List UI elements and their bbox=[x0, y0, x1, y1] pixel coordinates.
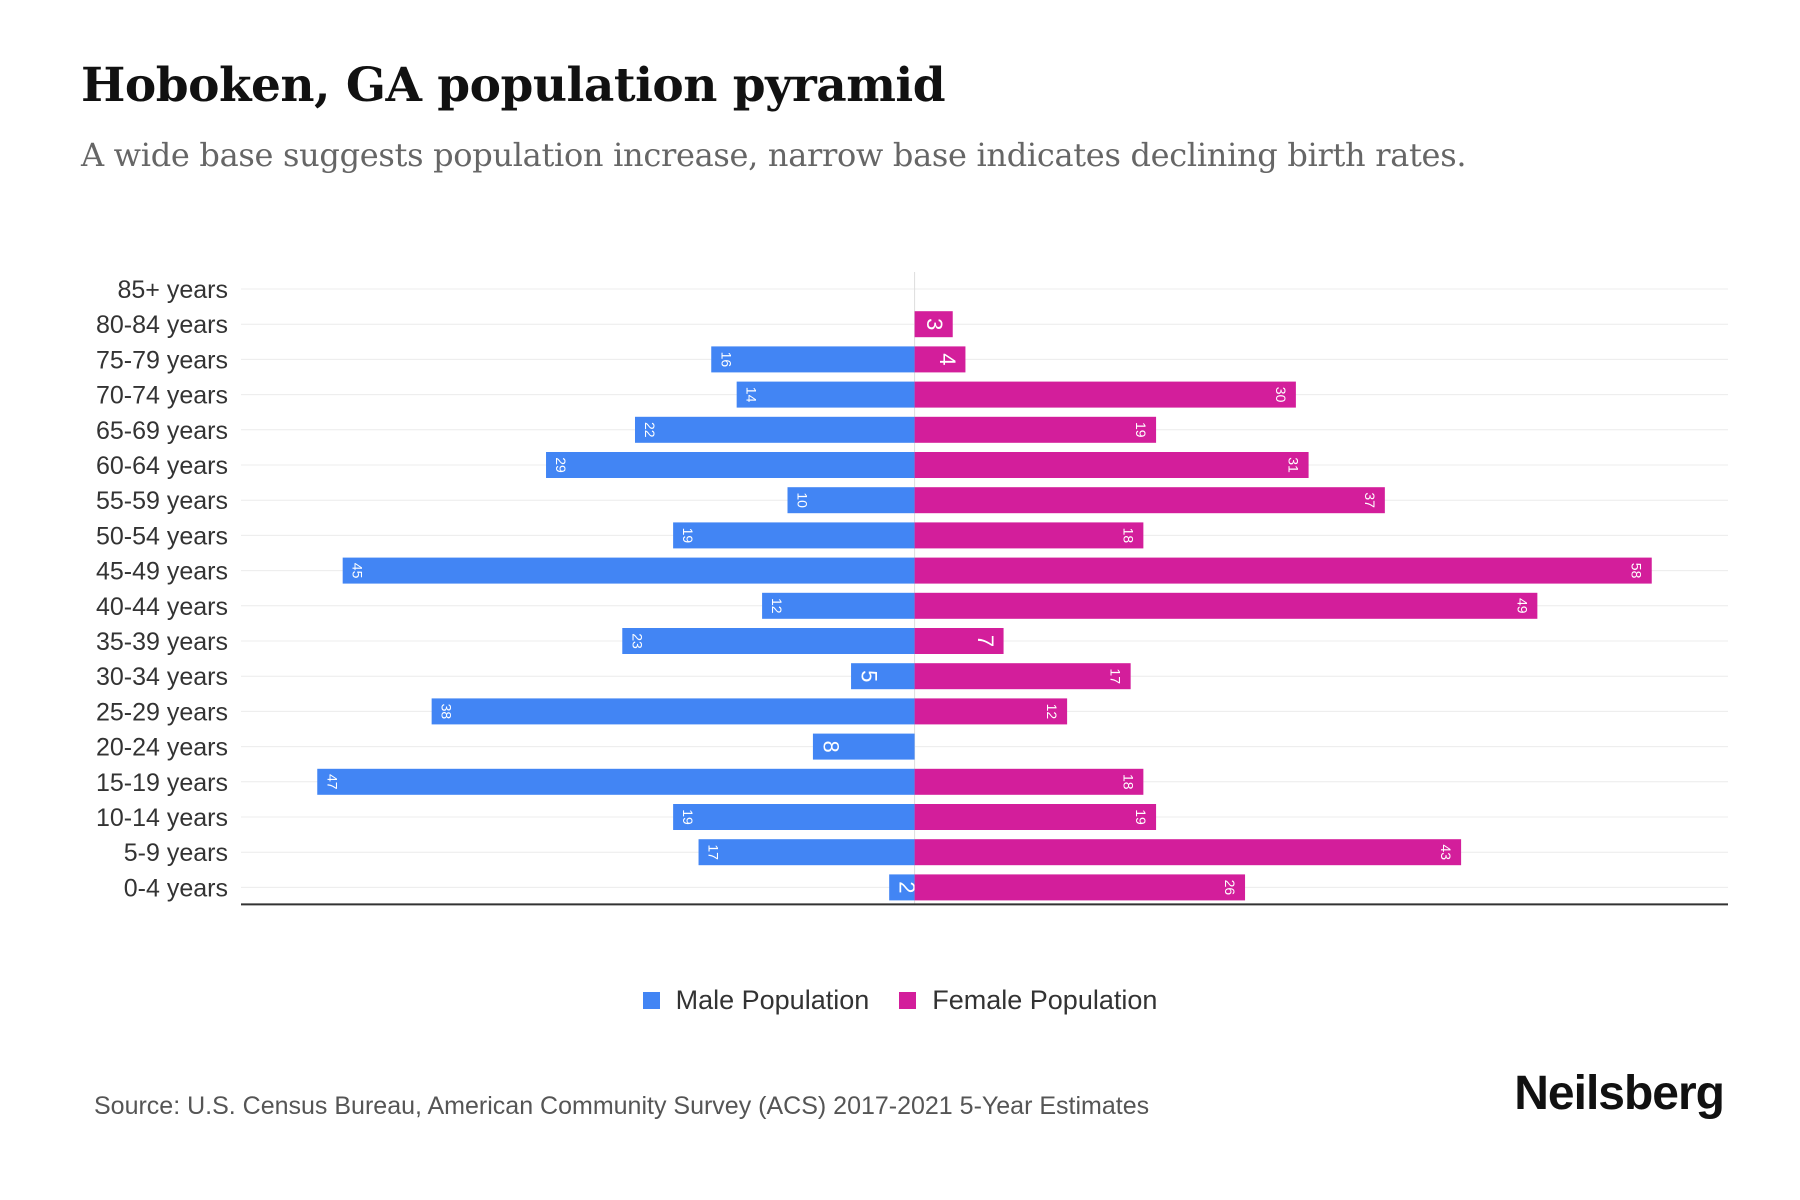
value-label-male: 5 bbox=[857, 670, 882, 682]
legend-item-male[interactable]: Male Population bbox=[642, 985, 870, 1016]
bar-male bbox=[634, 416, 915, 443]
value-label-female: 58 bbox=[1629, 563, 1645, 579]
value-label-female: 19 bbox=[1133, 809, 1149, 825]
bar-male bbox=[342, 557, 915, 584]
value-label-female: 12 bbox=[1044, 704, 1060, 720]
category-label: 45-49 years bbox=[96, 558, 228, 586]
value-label-female: 19 bbox=[1133, 422, 1149, 438]
category-label: 70-74 years bbox=[96, 382, 228, 410]
bar-male bbox=[736, 381, 915, 408]
population-pyramid-chart: 85+ years 80-84 years 75-79 years 70-74 yea… bbox=[96, 272, 1728, 906]
bar-female bbox=[914, 416, 1157, 443]
value-label-female: 18 bbox=[1120, 528, 1136, 544]
category-label: 75-79 years bbox=[96, 346, 228, 374]
brand-logo: Neilsberg bbox=[1514, 1067, 1725, 1120]
source-note: Source: U.S. Census Bureau, American Com… bbox=[94, 1092, 1150, 1120]
category-label: 60-64 years bbox=[96, 452, 228, 480]
category-label: 85+ years bbox=[118, 276, 229, 304]
value-label-male: 2 bbox=[895, 881, 920, 893]
category-label: 0-4 years bbox=[124, 874, 228, 902]
value-label-female: 3 bbox=[922, 318, 947, 330]
bar-female bbox=[914, 663, 1131, 690]
category-label: 30-34 years bbox=[96, 663, 228, 691]
bar-female bbox=[914, 557, 1652, 584]
value-label-female: 31 bbox=[1286, 457, 1302, 473]
value-label-female: 7 bbox=[973, 635, 998, 647]
value-label-male: 8 bbox=[818, 740, 843, 752]
bar-male bbox=[812, 733, 915, 760]
bar-female bbox=[914, 804, 1157, 830]
value-label-male: 17 bbox=[706, 844, 722, 860]
value-label-female: 4 bbox=[935, 353, 960, 365]
category-label: 40-44 years bbox=[96, 593, 228, 621]
bar-female bbox=[914, 768, 1144, 795]
value-label-female: 49 bbox=[1514, 598, 1530, 614]
category-label: 15-19 years bbox=[96, 769, 228, 797]
legend-swatch-male bbox=[642, 992, 660, 1009]
bar-male bbox=[851, 663, 915, 690]
value-label-male: 12 bbox=[769, 598, 785, 614]
category-label: 50-54 years bbox=[96, 522, 228, 550]
value-label-male: 47 bbox=[324, 774, 340, 790]
value-label-male: 14 bbox=[744, 387, 760, 403]
bar-male bbox=[711, 346, 915, 373]
value-label-female: 18 bbox=[1120, 774, 1136, 790]
bar-male bbox=[698, 839, 915, 866]
value-label-female: 17 bbox=[1108, 668, 1124, 684]
value-label-male: 19 bbox=[680, 528, 696, 544]
value-label-female: 30 bbox=[1273, 387, 1289, 403]
bar-female bbox=[914, 628, 1004, 654]
bar-female bbox=[914, 839, 1462, 866]
bar-female bbox=[914, 592, 1538, 619]
bar-female bbox=[914, 381, 1296, 408]
legend-label-female: Female Population bbox=[932, 985, 1158, 1015]
value-label-male: 45 bbox=[350, 563, 366, 579]
category-label: 80-84 years bbox=[96, 311, 228, 339]
chart-title: Hoboken, GA population pyramid bbox=[81, 58, 946, 113]
bar-female bbox=[914, 522, 1144, 549]
legend-swatch-female bbox=[899, 992, 917, 1009]
value-label-male: 22 bbox=[642, 422, 658, 438]
category-label: 35-39 years bbox=[96, 628, 228, 656]
bar-male bbox=[622, 628, 915, 654]
category-label: 25-29 years bbox=[96, 698, 228, 726]
category-label: 55-59 years bbox=[96, 487, 228, 515]
legend-item-female[interactable]: Female Population bbox=[899, 985, 1157, 1016]
bar-female bbox=[914, 487, 1385, 514]
category-label: 20-24 years bbox=[96, 734, 228, 762]
category-label: 5-9 years bbox=[124, 839, 228, 867]
value-label-male: 29 bbox=[553, 457, 569, 473]
value-label-male: 19 bbox=[680, 809, 696, 825]
value-label-female: 26 bbox=[1222, 880, 1238, 896]
chart-subtitle: A wide base suggests population increase… bbox=[81, 136, 1467, 174]
bar-male bbox=[673, 804, 915, 830]
bar-male bbox=[762, 592, 915, 619]
bar-male bbox=[317, 768, 915, 795]
category-label: 65-69 years bbox=[96, 417, 228, 445]
bar-female bbox=[914, 346, 966, 373]
value-label-male: 10 bbox=[795, 492, 811, 508]
bar-male bbox=[889, 874, 915, 901]
bar-male bbox=[431, 698, 915, 725]
bar-female bbox=[914, 311, 953, 338]
category-label: 10-14 years bbox=[96, 804, 228, 832]
value-label-male: 16 bbox=[718, 352, 734, 368]
bar-male bbox=[673, 522, 915, 549]
value-label-female: 43 bbox=[1438, 844, 1454, 860]
bar-female bbox=[914, 698, 1068, 725]
value-label-female: 37 bbox=[1362, 492, 1378, 508]
bar-female bbox=[914, 452, 1309, 478]
value-label-male: 38 bbox=[439, 704, 455, 720]
bar-male bbox=[546, 452, 915, 478]
value-label-male: 23 bbox=[629, 633, 645, 649]
bar-female bbox=[914, 874, 1246, 901]
legend-label-male: Male Population bbox=[675, 985, 870, 1015]
bar-male bbox=[787, 487, 915, 514]
chart-legend: Male Population Female Population bbox=[0, 985, 1800, 1016]
